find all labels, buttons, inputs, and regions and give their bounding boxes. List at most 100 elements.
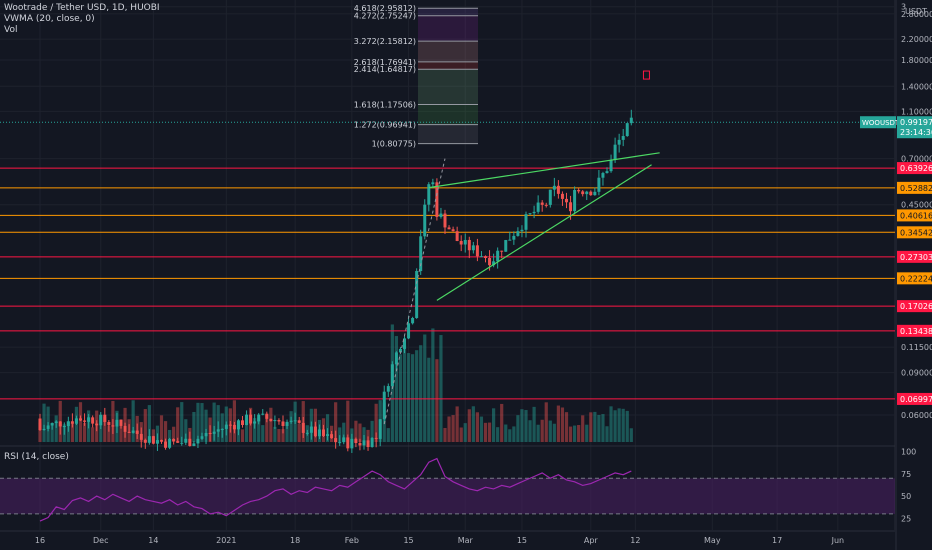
candle-body: [443, 213, 447, 228]
candle-body: [621, 136, 625, 140]
level-price-tag: [897, 181, 932, 194]
candle-body: [354, 438, 358, 444]
volume-bar: [487, 422, 492, 442]
volume-bar: [265, 414, 269, 442]
volume-bar: [354, 420, 358, 442]
level-price-tag: [897, 300, 932, 313]
candle-body: [394, 352, 398, 365]
volume-bar: [605, 426, 609, 442]
symbol-title[interactable]: Wootrade / Tether USD, 1D, HUOBI: [4, 3, 160, 13]
volume-bar: [338, 427, 342, 442]
candle-body: [228, 424, 232, 426]
volume-bar: [334, 402, 338, 442]
candle-body: [70, 421, 74, 424]
candle-body: [212, 431, 216, 434]
volume-bar: [297, 423, 301, 442]
candle-body: [378, 419, 382, 439]
symbol-tag: [860, 116, 896, 129]
rsi-indicator-label[interactable]: RSI (14, close): [4, 452, 69, 462]
candle-body: [573, 190, 577, 212]
candle-body: [139, 433, 143, 440]
horizontal-levels: [0, 167, 895, 400]
candle-body: [317, 429, 321, 437]
volume-bar: [585, 424, 589, 442]
candle-body: [536, 202, 540, 212]
level-price-text: 0.06997: [900, 395, 932, 404]
volume-indicator-label[interactable]: Vol: [4, 25, 18, 35]
volume-bar: [597, 414, 601, 442]
volume-bar: [573, 425, 577, 442]
fib-zone: [418, 104, 478, 125]
candle-body: [208, 433, 212, 435]
price-tick-label: 1.10000: [901, 107, 932, 116]
rsi-band: [0, 478, 895, 514]
grid: [0, 0, 897, 550]
volume-bar: [244, 418, 249, 442]
candle-body: [411, 317, 415, 324]
time-tick-label: Mar: [458, 536, 474, 545]
candle-body: [66, 421, 70, 427]
candle-body: [269, 418, 273, 422]
candle-body: [224, 424, 228, 429]
volume-bar: [159, 415, 164, 442]
volume-bar: [577, 425, 581, 442]
rsi-line: [39, 457, 632, 522]
time-axis[interactable]: 16 Dec 14 2021 18 Feb 15 Mar 15 Apr 12 May 17 Jun: [35, 536, 844, 545]
level-price-tag: [897, 226, 932, 239]
candle-body: [540, 202, 544, 205]
volume-bar: [398, 354, 403, 442]
chart-legend: Wootrade / Tether USD, 1D, HUOBI VWMA (2…: [4, 3, 160, 36]
candle-body: [520, 229, 524, 232]
time-tick-label: Feb: [345, 536, 359, 545]
volume-bar: [564, 412, 569, 442]
volume-bar: [107, 426, 111, 442]
candles: [38, 109, 633, 453]
candle-body: [297, 420, 301, 423]
volume-bar: [467, 409, 471, 442]
volume-bar: [38, 422, 42, 442]
candle-body: [143, 439, 147, 443]
candle-body: [91, 417, 95, 424]
candle-body: [532, 211, 536, 214]
volume-bar: [411, 354, 415, 442]
volume-bar: [568, 426, 573, 442]
candle-body: [293, 420, 297, 422]
volume-bar: [406, 353, 411, 442]
vwma-indicator-label[interactable]: VWMA (20, close, 0): [4, 14, 95, 24]
countdown-text: 23:14:36: [900, 128, 932, 137]
level-price-text: 0.52882: [900, 184, 932, 193]
candle-body: [415, 271, 419, 318]
rsi-pane: [0, 457, 895, 522]
candle-body: [281, 421, 285, 426]
candle-body: [362, 440, 366, 446]
price-axis[interactable]: 32.80000 2.20000 1.80000 1.40000 1.10000 0.70…: [0, 3, 932, 524]
volume-bar: [593, 411, 597, 442]
candle-body: [390, 364, 394, 387]
candle-body: [168, 438, 172, 448]
candle-body: [164, 441, 168, 448]
candle-body: [74, 418, 78, 424]
volume-bar: [435, 359, 439, 442]
level-price-text: 0.27303: [900, 253, 932, 262]
volume-bar: [151, 429, 155, 442]
price-tick-label: 1.40000: [901, 82, 932, 91]
candle-body: [216, 429, 220, 432]
volume-bar: [184, 419, 188, 442]
candle-body: [544, 204, 548, 206]
volume-bar: [82, 422, 87, 442]
fibonacci-extension: 1(0.80775) 1.272(0.96941) 1.618(1.17506) 2.…: [354, 4, 478, 149]
candle-body: [447, 227, 451, 230]
price-tick-label: 2.20000: [901, 35, 932, 44]
candle-body: [528, 213, 532, 215]
volume-bar: [415, 350, 419, 442]
candle-body: [135, 430, 139, 434]
price-tick-label: 1.80000: [901, 56, 932, 65]
volume-bar: [232, 400, 236, 442]
volume-bar: [285, 423, 289, 442]
time-tick-label: Apr: [584, 536, 599, 545]
candle-body: [46, 425, 50, 429]
candle-body: [334, 438, 338, 443]
fib-label: 4.272(2.75247): [354, 12, 416, 21]
volume-bar: [119, 419, 123, 442]
